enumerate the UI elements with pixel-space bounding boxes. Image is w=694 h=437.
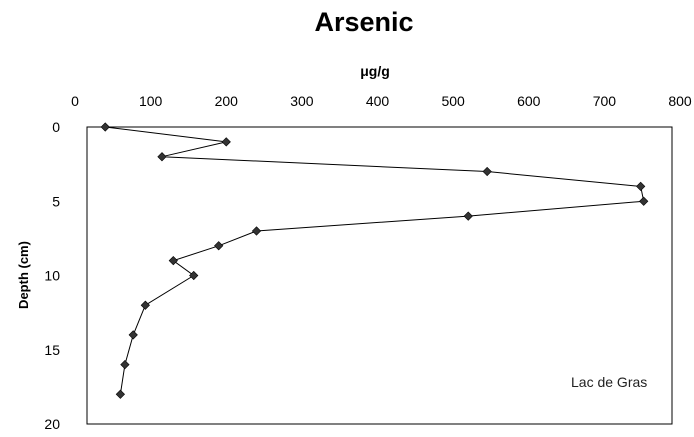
series-line <box>105 126 645 395</box>
x-tick-label: 700 <box>593 93 617 109</box>
data-point <box>214 241 224 251</box>
y-tick-label: 0 <box>52 119 60 135</box>
x-tick-label: 400 <box>366 93 390 109</box>
y-axis-label: Depth (cm) <box>16 241 31 309</box>
x-tick-label: 300 <box>290 93 314 109</box>
x-tick-label: 600 <box>517 93 541 109</box>
plot-frame <box>86 126 673 425</box>
y-tick-label: 20 <box>44 416 60 432</box>
data-point <box>100 122 110 132</box>
data-point <box>482 166 492 177</box>
x-tick-label: 500 <box>441 93 465 109</box>
x-tick-label: 100 <box>139 93 163 109</box>
x-tick-labels: 0 100 200 300 400 500 600 700 800 <box>71 93 692 109</box>
x-axis-label: μg/g <box>360 63 390 79</box>
y-tick-label: 15 <box>44 342 60 358</box>
data-point <box>636 181 646 192</box>
y-tick-label: 10 <box>44 268 60 284</box>
data-point <box>140 300 150 310</box>
x-tick-label: 800 <box>668 93 692 109</box>
x-tick-label: 0 <box>71 93 79 109</box>
data-point <box>115 389 125 399</box>
y-tick-label: 5 <box>52 193 60 209</box>
data-point <box>463 211 473 221</box>
data-point <box>168 256 178 266</box>
data-point <box>120 359 130 370</box>
series-layer <box>100 122 649 399</box>
site-annotation: Lac de Gras <box>571 374 647 390</box>
data-point <box>128 330 138 340</box>
chart-title: Arsenic <box>314 7 413 37</box>
y-tick-labels: 0 5 10 15 20 <box>44 119 60 432</box>
data-point <box>189 270 199 281</box>
data-point <box>639 196 649 206</box>
data-point <box>157 152 167 162</box>
data-point <box>221 137 231 147</box>
x-tick-label: 200 <box>215 93 239 109</box>
data-point <box>251 226 262 236</box>
